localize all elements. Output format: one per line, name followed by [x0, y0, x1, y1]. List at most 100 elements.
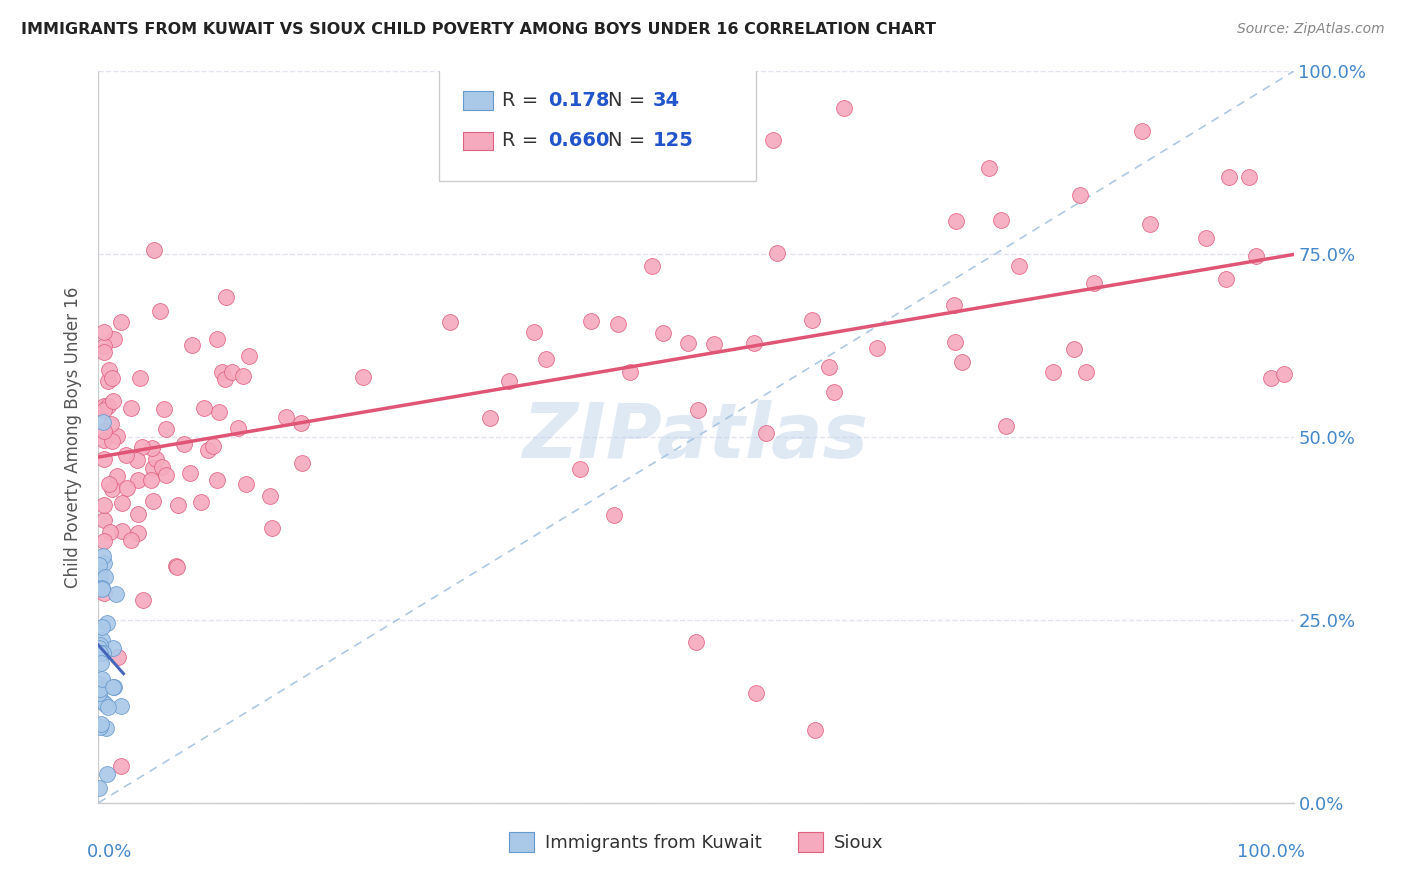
- Sioux: [127, 473, 149, 487]
- Sioux: [579, 314, 602, 328]
- Sioux: [100, 434, 122, 449]
- Sioux: [742, 335, 765, 350]
- Sioux: [111, 495, 134, 509]
- Sioux: [193, 401, 215, 415]
- Sioux: [111, 524, 134, 538]
- Sioux: [120, 533, 142, 548]
- Sioux: [207, 405, 229, 419]
- Sioux: [93, 424, 115, 438]
- Sioux: [127, 453, 149, 467]
- Sioux: [211, 365, 233, 379]
- Immigrants from Kuwait: [97, 700, 120, 714]
- Sioux: [117, 481, 139, 495]
- Sioux: [1074, 366, 1097, 380]
- Sioux: [607, 318, 630, 332]
- Sioux: [1260, 371, 1282, 385]
- Sioux: [145, 452, 167, 467]
- Sioux: [141, 441, 163, 455]
- Sioux: [97, 374, 120, 388]
- Sioux: [832, 101, 855, 115]
- Sioux: [205, 473, 228, 487]
- Sioux: [226, 420, 249, 434]
- Sioux: [523, 325, 546, 339]
- Sioux: [214, 372, 236, 386]
- Immigrants from Kuwait: [96, 616, 118, 631]
- Immigrants from Kuwait: [89, 558, 111, 572]
- Sioux: [823, 384, 845, 399]
- Sioux: [238, 349, 260, 363]
- Immigrants from Kuwait: [89, 720, 111, 734]
- Sioux: [127, 526, 149, 541]
- Sioux: [221, 365, 243, 379]
- Sioux: [93, 498, 115, 512]
- Sioux: [132, 592, 155, 607]
- Sioux: [155, 468, 177, 483]
- Sioux: [97, 477, 120, 491]
- Text: 0.0%: 0.0%: [87, 843, 132, 861]
- Immigrants from Kuwait: [90, 632, 112, 647]
- Sioux: [131, 440, 153, 454]
- Sioux: [149, 303, 172, 318]
- Immigrants from Kuwait: [91, 673, 114, 687]
- Text: 34: 34: [652, 91, 681, 110]
- Sioux: [439, 315, 461, 329]
- Sioux: [1042, 365, 1064, 379]
- Immigrants from Kuwait: [91, 582, 114, 597]
- Sioux: [180, 338, 202, 352]
- FancyBboxPatch shape: [439, 68, 756, 181]
- Immigrants from Kuwait: [91, 646, 114, 660]
- Sioux: [979, 161, 1001, 175]
- Sioux: [93, 403, 115, 417]
- Sioux: [536, 351, 558, 366]
- Legend: Immigrants from Kuwait, Sioux: Immigrants from Kuwait, Sioux: [502, 824, 890, 860]
- Sioux: [766, 246, 789, 260]
- Immigrants from Kuwait: [103, 680, 125, 694]
- Sioux: [1083, 276, 1105, 290]
- Sioux: [93, 433, 115, 447]
- Sioux: [105, 468, 128, 483]
- Immigrants from Kuwait: [105, 587, 128, 601]
- Sioux: [93, 344, 115, 359]
- Sioux: [100, 482, 122, 496]
- Sioux: [619, 365, 641, 379]
- Sioux: [1139, 217, 1161, 231]
- Y-axis label: Child Poverty Among Boys Under 16: Child Poverty Among Boys Under 16: [65, 286, 83, 588]
- Sioux: [801, 313, 824, 327]
- Sioux: [120, 401, 142, 416]
- Sioux: [153, 402, 176, 417]
- Immigrants from Kuwait: [90, 716, 112, 731]
- Sioux: [105, 429, 128, 443]
- Sioux: [155, 422, 177, 436]
- Sioux: [1130, 124, 1153, 138]
- Sioux: [1008, 259, 1031, 273]
- Immigrants from Kuwait: [93, 556, 115, 570]
- Sioux: [479, 410, 502, 425]
- Sioux: [866, 341, 889, 355]
- Sioux: [142, 494, 165, 508]
- Sioux: [93, 533, 115, 548]
- Immigrants from Kuwait: [91, 416, 114, 430]
- Sioux: [127, 507, 149, 521]
- Text: R =: R =: [502, 91, 546, 110]
- Sioux: [93, 400, 115, 414]
- Text: R =: R =: [502, 131, 546, 151]
- Sioux: [274, 410, 297, 425]
- Sioux: [745, 686, 768, 700]
- Sioux: [1237, 170, 1260, 185]
- Sioux: [129, 371, 152, 385]
- Sioux: [190, 495, 212, 509]
- Sioux: [1272, 367, 1295, 381]
- Sioux: [101, 393, 124, 408]
- Sioux: [166, 560, 188, 574]
- Sioux: [1218, 169, 1240, 184]
- Sioux: [197, 443, 219, 458]
- Sioux: [686, 403, 709, 417]
- Sioux: [942, 298, 965, 312]
- Immigrants from Kuwait: [91, 695, 114, 709]
- Sioux: [205, 332, 228, 346]
- Immigrants from Kuwait: [91, 549, 114, 563]
- Sioux: [114, 448, 136, 462]
- Text: 100.0%: 100.0%: [1237, 843, 1306, 861]
- Sioux: [110, 315, 132, 329]
- Sioux: [498, 375, 520, 389]
